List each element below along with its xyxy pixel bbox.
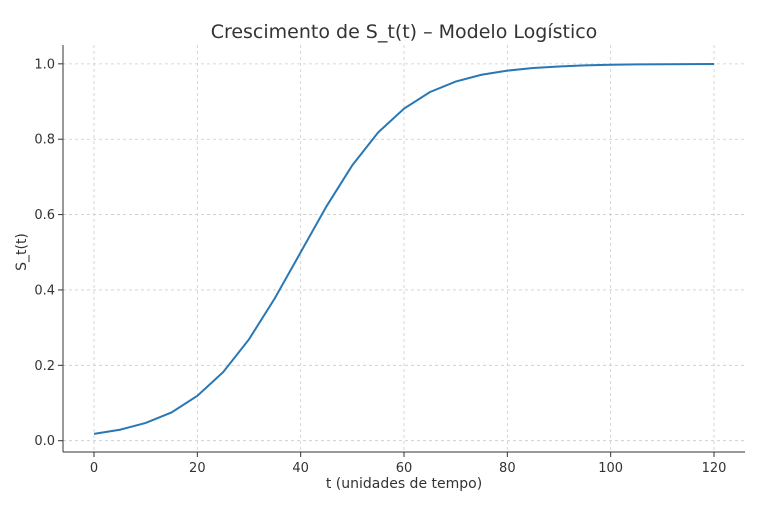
- x-tick-label: 0: [90, 461, 98, 476]
- grid: [63, 45, 745, 452]
- y-tick-label: 0.8: [34, 133, 55, 148]
- y-tick-label: 0.2: [34, 359, 55, 374]
- x-tick-label: 80: [499, 461, 516, 476]
- x-tick-label: 40: [292, 461, 309, 476]
- axes: 0 20 40 60 80 100 120 0.0 0.2 0.4 0.6 0.8 1.0: [34, 45, 745, 476]
- x-tick-label: 20: [189, 461, 206, 476]
- y-tick-label: 0.4: [34, 283, 55, 298]
- y-tick-label: 0.0: [34, 434, 55, 449]
- y-tick-label: 0.6: [34, 208, 55, 223]
- x-tick-label: 120: [702, 461, 727, 476]
- x-tick-label: 60: [396, 461, 413, 476]
- y-tick-label: 1.0: [34, 57, 55, 72]
- series-line: [93, 62, 715, 435]
- x-tick-label: 100: [598, 461, 623, 476]
- x-axis-label: t (unidades de tempo): [326, 476, 482, 492]
- series-layer: [93, 62, 715, 435]
- y-axis-label: S_t(t): [14, 233, 30, 271]
- chart-title: Crescimento de S_t(t) – Modelo Logístico: [211, 21, 598, 43]
